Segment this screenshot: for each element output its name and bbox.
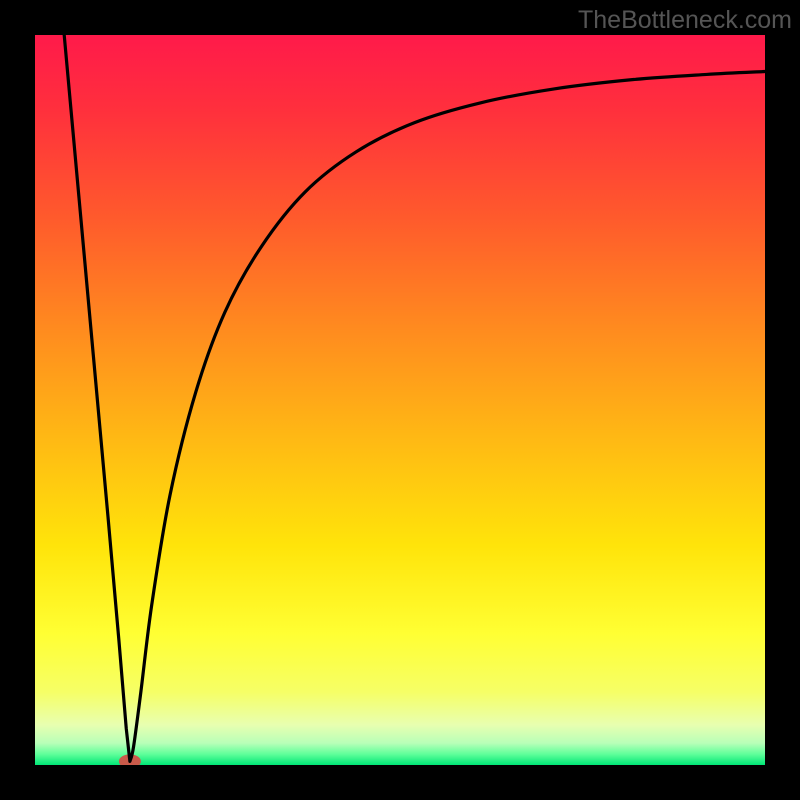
watermark-text: TheBottleneck.com bbox=[578, 6, 792, 35]
chart-container: TheBottleneck.com bbox=[0, 0, 800, 800]
plot-area bbox=[35, 35, 765, 765]
chart-svg bbox=[35, 35, 765, 765]
